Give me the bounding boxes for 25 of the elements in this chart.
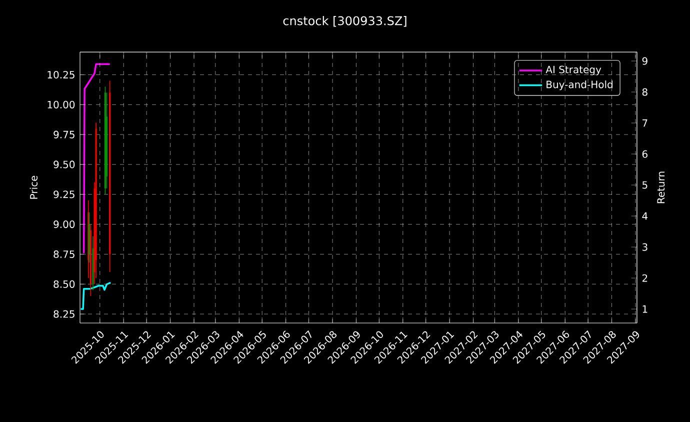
y2-tick-label: 3 xyxy=(642,243,648,251)
y2-tick-label: 9 xyxy=(642,57,648,65)
y-tick-label: 10.25 xyxy=(48,70,74,79)
legend-label: Buy-and-Hold xyxy=(546,80,612,90)
y-tick-label: 9.00 xyxy=(54,220,75,228)
y2-tick-label: 2 xyxy=(642,274,648,282)
y-axis-title: Price xyxy=(30,176,38,199)
y2-tick-label: 7 xyxy=(642,119,648,127)
y-tick-label: 10.00 xyxy=(48,100,75,108)
y-tick-label: 9.25 xyxy=(54,190,74,198)
y2-tick-label: 8 xyxy=(642,88,648,96)
line-series xyxy=(82,63,111,254)
y2-tick-label: 5 xyxy=(642,181,648,189)
y-tick-label: 9.75 xyxy=(54,130,74,138)
y2-tick-label: 4 xyxy=(642,212,648,220)
y-tick-label: 8.25 xyxy=(54,310,74,318)
chart-title: cnstock [300933.SZ] xyxy=(283,16,406,27)
y2-tick-label: 1 xyxy=(642,305,648,313)
y2-axis-title: Return xyxy=(657,172,665,204)
y-tick-label: 9.50 xyxy=(54,160,75,168)
legend-label: AI Strategy xyxy=(546,66,602,76)
line-series xyxy=(80,282,112,310)
y-tick-label: 8.75 xyxy=(54,250,74,258)
y-tick-label: 8.50 xyxy=(54,280,75,288)
y2-tick-label: 6 xyxy=(642,150,648,158)
